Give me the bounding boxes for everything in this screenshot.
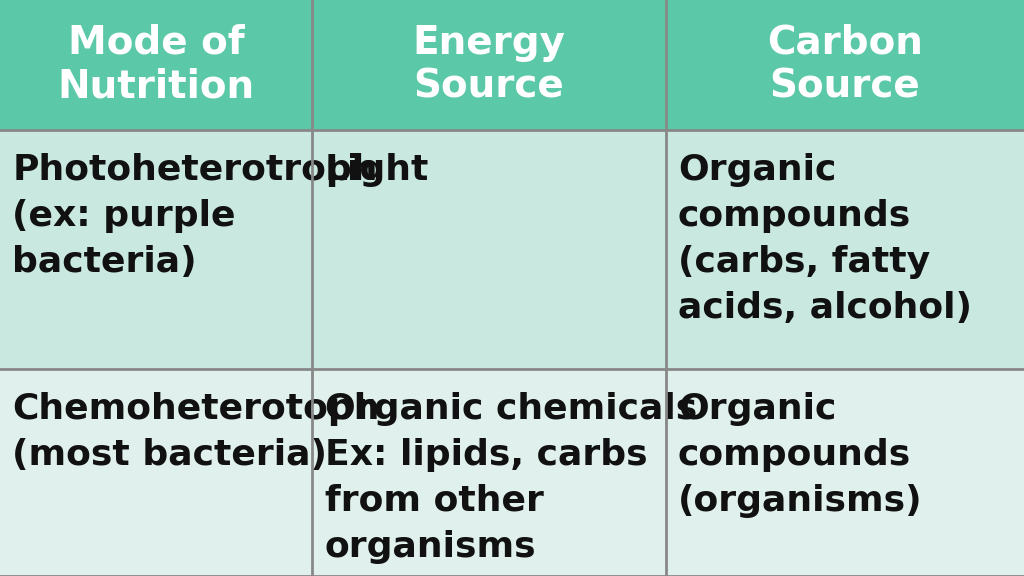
Bar — [666, 130, 1024, 369]
Bar — [666, 369, 1024, 576]
Bar — [312, 369, 666, 576]
Bar — [0, 0, 312, 130]
Bar — [312, 130, 666, 369]
Text: Chemoheterotoph
(most bacteria): Chemoheterotoph (most bacteria) — [12, 392, 380, 472]
Text: Photoheterotroph
(ex: purple
bacteria): Photoheterotroph (ex: purple bacteria) — [12, 153, 378, 279]
Bar — [666, 0, 1024, 130]
Text: Organic
compounds
(carbs, fatty
acids, alcohol): Organic compounds (carbs, fatty acids, a… — [678, 153, 972, 325]
Text: Carbon
Source: Carbon Source — [767, 24, 923, 106]
Bar — [0, 130, 312, 369]
Text: Energy
Source: Energy Source — [413, 24, 565, 106]
Text: Organic chemicals
Ex: lipids, carbs
from other
organisms: Organic chemicals Ex: lipids, carbs from… — [325, 392, 697, 564]
Text: Organic
compounds
(organisms): Organic compounds (organisms) — [678, 392, 923, 518]
Text: Light: Light — [325, 153, 429, 187]
Text: Mode of
Nutrition: Mode of Nutrition — [57, 24, 255, 106]
Bar — [312, 0, 666, 130]
Bar — [0, 369, 312, 576]
